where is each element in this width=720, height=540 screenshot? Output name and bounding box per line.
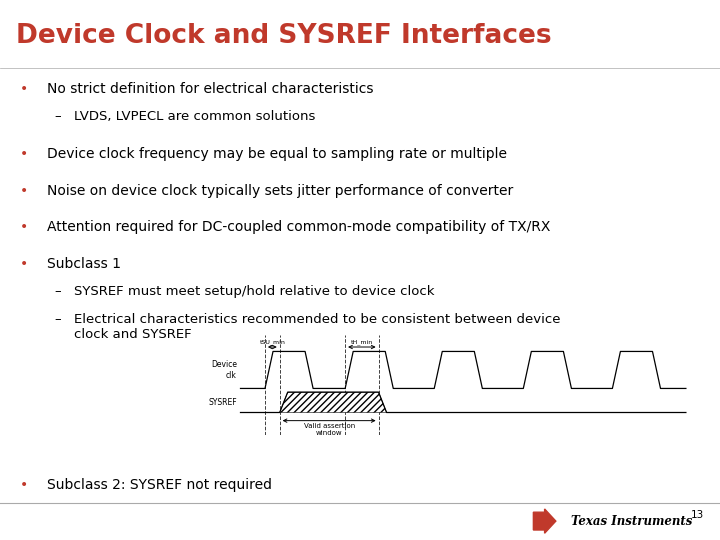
Text: Subclass 2: SYSREF not required: Subclass 2: SYSREF not required — [47, 478, 272, 492]
Polygon shape — [279, 392, 387, 413]
FancyArrow shape — [534, 509, 556, 534]
Text: •: • — [20, 147, 28, 161]
Text: SYSREF: SYSREF — [208, 397, 237, 407]
Text: •: • — [20, 220, 28, 234]
Text: Subclass 1: Subclass 1 — [47, 257, 121, 271]
Text: 13: 13 — [691, 510, 704, 521]
Text: Device clock frequency may be equal to sampling rate or multiple: Device clock frequency may be equal to s… — [47, 147, 507, 161]
Text: Device Clock and SYSREF Interfaces: Device Clock and SYSREF Interfaces — [16, 23, 552, 49]
Text: •: • — [20, 478, 28, 492]
Text: Device
clk: Device clk — [211, 360, 237, 380]
Text: No strict definition for electrical characteristics: No strict definition for electrical char… — [47, 82, 373, 96]
Text: Electrical characteristics recommended to be consistent between device
clock and: Electrical characteristics recommended t… — [74, 313, 561, 341]
Text: LVDS, LVPECL are common solutions: LVDS, LVPECL are common solutions — [74, 110, 315, 123]
Text: Attention required for DC-coupled common-mode compatibility of TX/RX: Attention required for DC-coupled common… — [47, 220, 550, 234]
Text: –: – — [54, 313, 60, 326]
Text: SYSREF must meet setup/hold relative to device clock: SYSREF must meet setup/hold relative to … — [74, 285, 435, 298]
Text: Valid assertion
window: Valid assertion window — [304, 423, 355, 436]
Text: •: • — [20, 184, 28, 198]
Text: tH_min: tH_min — [351, 339, 373, 345]
Text: Noise on device clock typically sets jitter performance of converter: Noise on device clock typically sets jit… — [47, 184, 513, 198]
Text: –: – — [54, 110, 60, 123]
Text: •: • — [20, 82, 28, 96]
Text: –: – — [54, 285, 60, 298]
Text: •: • — [20, 257, 28, 271]
Text: Texas Instruments: Texas Instruments — [571, 515, 692, 528]
Text: tSU_min: tSU_min — [259, 339, 285, 345]
